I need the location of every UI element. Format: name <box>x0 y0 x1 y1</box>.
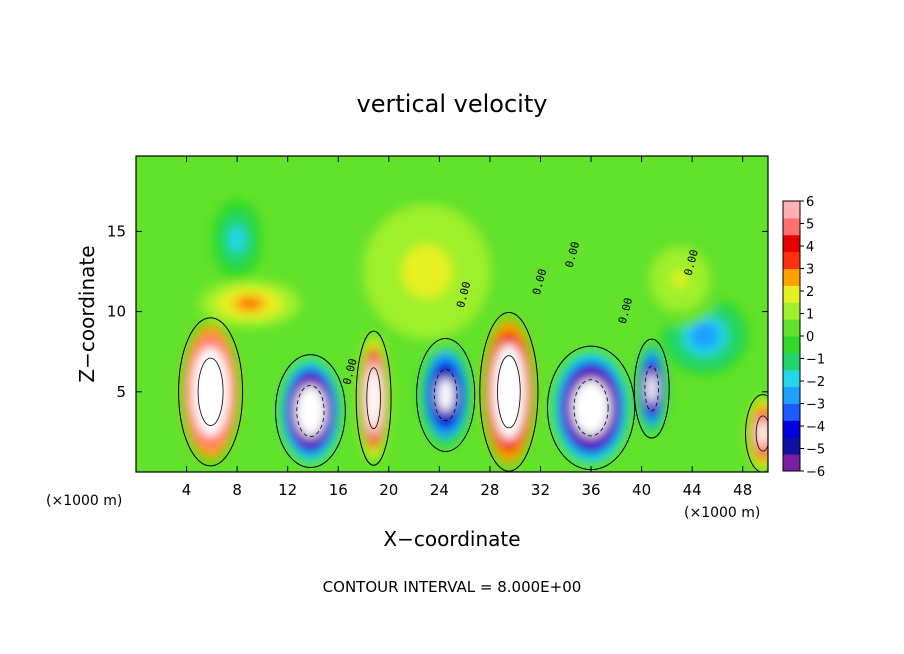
colorbar-label: −4 <box>806 420 825 435</box>
cell-11-level-5 <box>672 271 687 288</box>
cell-1-level-5 <box>371 388 377 409</box>
x-unit-label-right: (×1000 m) <box>684 505 760 521</box>
y-tick-label: 10 <box>107 303 126 321</box>
x-tick-label: 36 <box>581 481 600 499</box>
colorbar-label: 2 <box>806 285 814 300</box>
colorbar-swatch <box>783 217 800 236</box>
colorbar-swatch <box>783 352 800 371</box>
cell-4-level-5 <box>305 402 316 420</box>
colorbar-swatch <box>783 437 800 455</box>
cell-5-level-5 <box>441 386 450 404</box>
colorbar-label: −3 <box>806 398 825 413</box>
chart-title: vertical velocity <box>357 90 548 118</box>
zero-contour-2 <box>479 311 539 472</box>
colorbar-swatch <box>783 201 800 219</box>
plot-frame <box>135 155 769 473</box>
x-tick-label: 4 <box>182 481 192 499</box>
x-unit-label-left: (×1000 m) <box>46 493 122 509</box>
zero-contour-4 <box>275 354 346 469</box>
cell-10-level-5 <box>414 258 440 285</box>
zero-contour-7 <box>633 338 670 439</box>
colorbar-label: 4 <box>806 240 814 255</box>
x-axis: 4 8 12 16 20 24 28 32 36 40 44 48 <box>182 156 752 499</box>
y-axis-label: Z−coordinate <box>75 245 99 382</box>
y-axis: 5 10 15 <box>107 222 768 401</box>
inner-contour-5 <box>433 368 458 422</box>
y-tick-label: 5 <box>116 383 126 401</box>
cell-3-level-5 <box>760 427 766 440</box>
cell-6-level-5 <box>584 398 598 418</box>
inner-contour-1 <box>366 367 381 430</box>
colorbar-swatch <box>783 319 800 337</box>
cell-7-level-5 <box>649 381 655 397</box>
colorbar-label: 0 <box>806 330 814 345</box>
colorbar-label: 6 <box>806 195 814 210</box>
x-tick-label: 32 <box>531 481 550 499</box>
x-tick-label: 12 <box>278 481 297 499</box>
cell-12-level-5 <box>241 299 259 308</box>
colorbar-swatch <box>783 369 800 388</box>
colorbar-label: 3 <box>806 263 814 278</box>
inner-contour-7 <box>644 365 659 412</box>
colorbar-swatch <box>783 285 800 303</box>
x-tick-label: 40 <box>632 481 651 499</box>
colorbar-swatch <box>783 251 800 269</box>
zero-contour-0 <box>178 317 244 467</box>
inner-contour-3 <box>755 415 768 452</box>
colorbar-swatch <box>783 403 800 421</box>
zero-contour-5 <box>416 338 476 452</box>
colorbar-swatch <box>783 386 800 404</box>
colorbar: 6 5 4 3 2 1 0 −1 −2 −3 −4 −5 −6 <box>782 195 825 480</box>
zero-contour-1 <box>355 330 392 466</box>
x-tick-label: 16 <box>329 481 348 499</box>
inner-contour-0 <box>197 357 224 426</box>
y-tick-label: 15 <box>107 222 126 240</box>
colorbar-label: −1 <box>806 353 825 368</box>
cell-9-level-5 <box>232 232 242 247</box>
colorbar-swatch <box>783 268 800 286</box>
colorbar-label: 1 <box>806 308 814 323</box>
cell-2-level-5 <box>504 379 514 404</box>
colorbar-label: 5 <box>806 218 814 233</box>
cell-8-level-5 <box>697 328 713 343</box>
x-tick-label: 28 <box>480 481 499 499</box>
inner-contour-2 <box>497 355 521 429</box>
velocity-field: 0.000.00 0.000.000.000.00 <box>136 156 768 472</box>
x-tick-label: 8 <box>232 481 242 499</box>
colorbar-label: −2 <box>806 375 825 390</box>
colorbar-swatch <box>783 420 800 438</box>
x-tick-label: 20 <box>379 481 398 499</box>
zero-contour-3 <box>745 394 768 472</box>
inner-contour-6 <box>573 379 609 437</box>
colorbar-label: −5 <box>806 443 825 458</box>
x-tick-label: 24 <box>430 481 449 499</box>
inner-contour-4 <box>296 384 325 438</box>
colorbar-swatch <box>783 336 800 354</box>
colorbar-label: −6 <box>806 465 825 480</box>
contour-interval-note: CONTOUR INTERVAL = 8.000E+00 <box>323 578 582 596</box>
x-tick-label: 44 <box>683 481 702 499</box>
x-axis-label: X−coordinate <box>383 527 520 551</box>
colorbar-swatch <box>783 302 800 320</box>
colorbar-swatch <box>783 234 800 253</box>
cell-0-level-5 <box>205 380 216 404</box>
colorbar-swatch <box>783 454 800 472</box>
x-tick-label: 48 <box>733 481 752 499</box>
